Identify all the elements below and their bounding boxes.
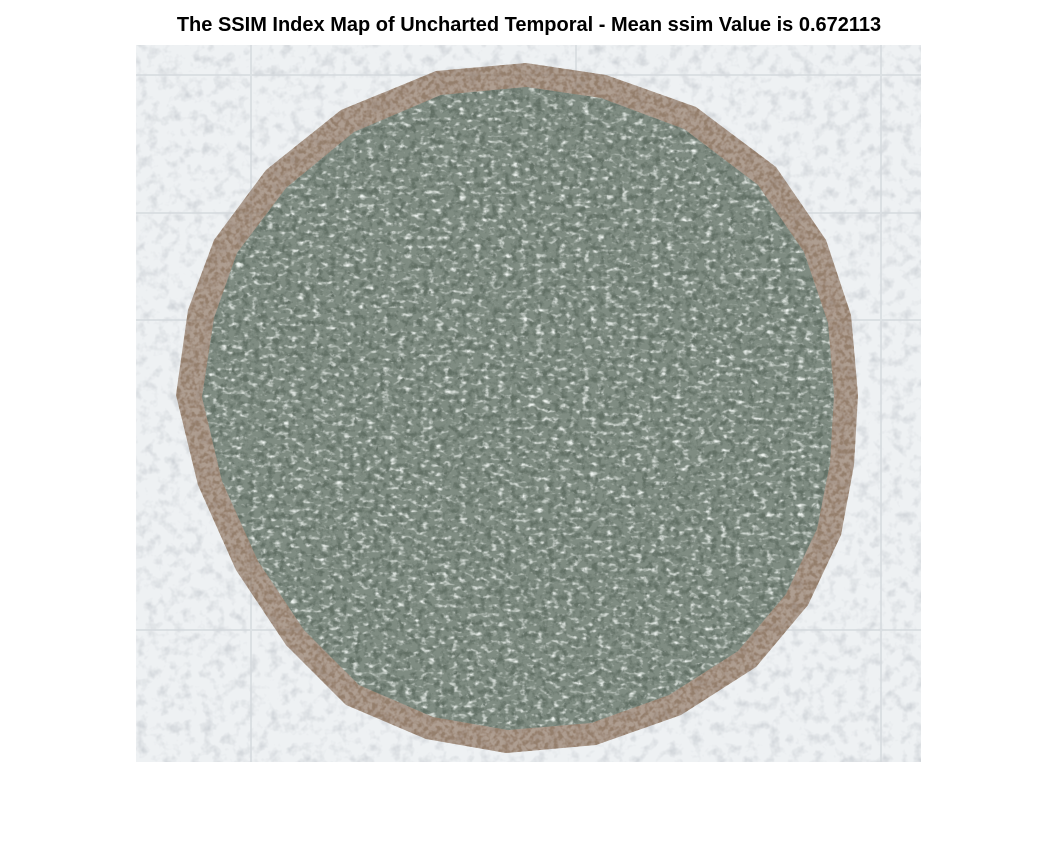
ssim-map-axes	[136, 45, 921, 762]
ssim-map-image	[136, 45, 921, 762]
figure-title: The SSIM Index Map of Uncharted Temporal…	[176, 14, 882, 36]
disc-interior	[202, 87, 834, 730]
